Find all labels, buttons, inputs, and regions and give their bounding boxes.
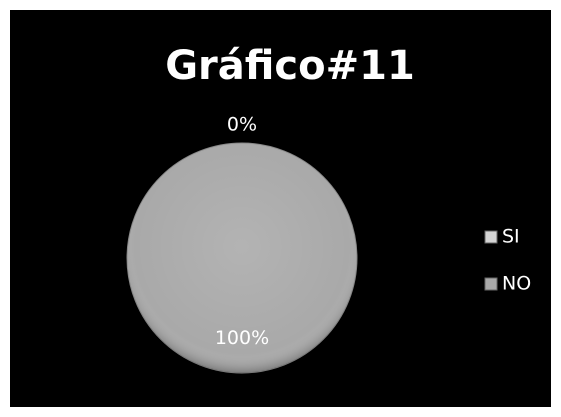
data-label: 0% [227,114,257,136]
legend-label: SI [502,226,520,248]
data-label: 100% [215,327,269,349]
chart-title: Gráfico#11 [165,43,415,89]
legend-label: NO [502,273,531,295]
legend-swatch [484,277,498,291]
legend-swatch [484,230,498,244]
